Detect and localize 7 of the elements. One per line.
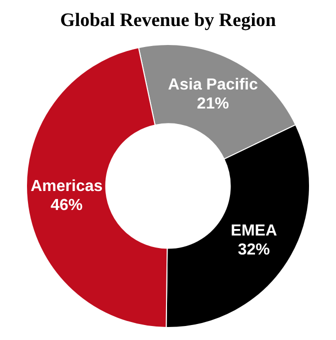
- slice-label: Americas: [30, 178, 103, 195]
- data-label: 21%: [196, 95, 229, 112]
- data-label: 32%: [238, 242, 270, 259]
- slice-label: EMEA: [230, 222, 278, 240]
- data-label: 46%: [50, 196, 83, 214]
- slice-label: Asia Pacific: [168, 76, 258, 94]
- chart-title: Global Revenue by Region: [59, 10, 277, 33]
